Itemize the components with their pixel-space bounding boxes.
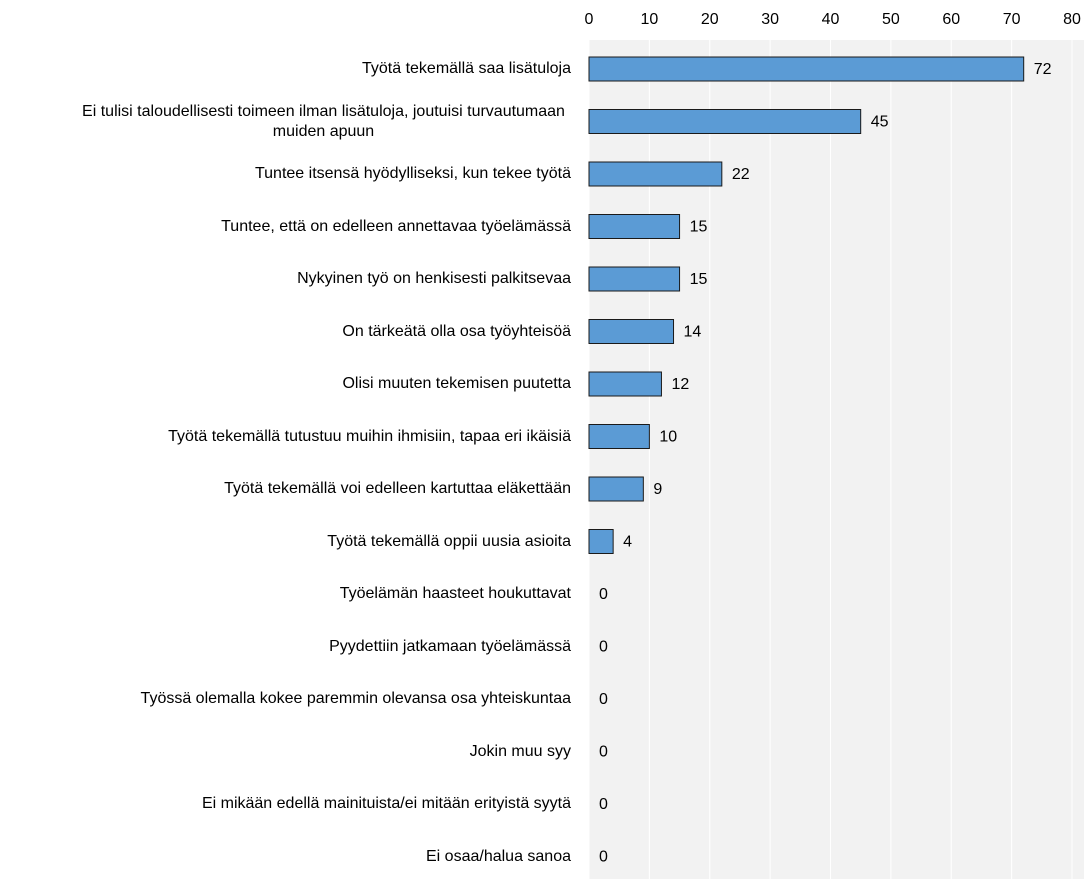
category-label: Työtä tekemällä saa lisätuloja (362, 47, 571, 91)
category-text: Tuntee itsensä hyödylliseksi, kun tekee … (254, 165, 571, 182)
value-label: 72 (1034, 61, 1052, 78)
category-label: Nykyinen työ on henkisesti palkitsevaa (297, 257, 571, 301)
category-text: Ei osaa/halua sanoa (426, 847, 571, 865)
category-text: On tärkeätä olla osa työyhteisöä (342, 322, 571, 340)
value-label: 14 (684, 324, 702, 341)
x-tick-label: 50 (882, 11, 900, 28)
value-label: 0 (599, 849, 608, 866)
value-label: 22 (732, 166, 750, 183)
bar (588, 56, 1025, 82)
x-tick-label: 30 (761, 11, 779, 28)
category-label: Pyydettiin jatkamaan työelämässä (329, 625, 571, 669)
category-label: Ei osaa/halua sanoa (426, 835, 571, 879)
bar (588, 214, 681, 239)
category-label: Työtä tekemällä tutustuu muihin ihmisiin… (168, 415, 571, 459)
category-label: Olisi muuten tekemisen puutetta (342, 362, 571, 406)
category-text: Ei tulisi taloudellisesti toimeen ilman … (82, 102, 565, 140)
x-tick-label: 10 (640, 11, 658, 28)
category-label: Ei tulisi taloudellisesti toimeen ilman … (76, 100, 571, 144)
category-text: Jokin muu syy (469, 742, 571, 760)
category-text: Tuntee, että on edelleen annettavaa työe… (221, 217, 571, 235)
bar (588, 476, 644, 502)
value-label: 12 (671, 376, 689, 393)
category-label: Ei mikään edellä mainituista/ei mitään e… (202, 782, 571, 826)
category-label: Työtä tekemällä oppii uusia asioita (327, 520, 571, 564)
value-label: 4 (623, 534, 632, 551)
category-text: Työssä olemalla kokee paremmin olevansa … (140, 690, 571, 707)
value-label: 0 (599, 691, 608, 708)
category-text: Ei mikään edellä mainituista/ei mitään e… (201, 795, 571, 812)
x-tick-label: 80 (1063, 11, 1081, 28)
category-text: Työtä tekemällä saa lisätuloja (362, 60, 571, 77)
value-label: 0 (599, 796, 608, 813)
category-text: Työtä tekemällä oppii uusia asioita (327, 532, 571, 550)
category-label: Työtä tekemällä voi edelleen kartuttaa e… (224, 467, 571, 511)
value-label: 15 (690, 219, 708, 236)
value-label: 9 (653, 481, 662, 498)
category-label: Tuntee, että on edelleen annettavaa työe… (221, 205, 571, 249)
category-text: Nykyinen työ on henkisesti palkitsevaa (297, 270, 571, 287)
value-label: 0 (599, 744, 608, 761)
x-tick-label: 70 (1003, 11, 1021, 28)
category-label: Työssä olemalla kokee paremmin olevansa … (141, 677, 571, 721)
x-tick-label: 40 (822, 11, 840, 28)
x-tick-label: 20 (701, 11, 719, 28)
bar (588, 424, 650, 449)
category-text: Olisi muuten tekemisen puutetta (342, 375, 571, 392)
value-label: 45 (871, 114, 889, 131)
x-tick-label: 60 (942, 11, 960, 28)
bar (588, 529, 614, 554)
bar (588, 319, 675, 344)
bar (588, 161, 723, 187)
value-label: 0 (599, 586, 608, 603)
category-text: Työelämän haasteet houkuttavat (339, 585, 571, 602)
category-text: Työtä tekemällä tutustuu muihin ihmisiin… (168, 427, 571, 445)
x-tick-label: 0 (585, 11, 594, 28)
bar (588, 371, 662, 397)
category-label: Työelämän haasteet houkuttavat (340, 572, 571, 616)
category-text: Työtä tekemällä voi edelleen kartuttaa e… (224, 480, 571, 497)
value-label: 10 (659, 429, 677, 446)
value-label: 15 (690, 271, 708, 288)
bar (588, 109, 862, 134)
category-label: Jokin muu syy (470, 730, 571, 774)
category-label: On tärkeätä olla osa työyhteisöä (342, 310, 571, 354)
bar (588, 266, 681, 292)
category-text: Pyydettiin jatkamaan työelämässä (329, 637, 571, 655)
category-label: Tuntee itsensä hyödylliseksi, kun tekee … (255, 152, 571, 196)
value-label: 0 (599, 639, 608, 656)
